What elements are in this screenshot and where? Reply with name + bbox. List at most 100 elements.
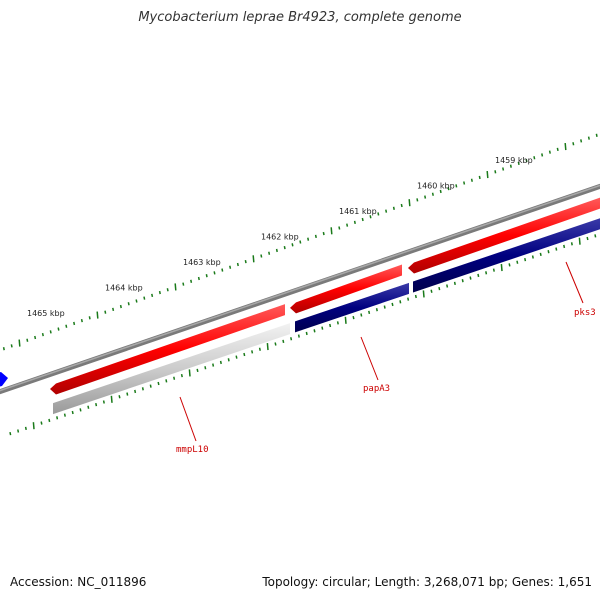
minor-tick (290, 337, 293, 341)
minor-tick (424, 195, 427, 199)
minor-tick (213, 271, 216, 275)
minor-tick (455, 184, 458, 188)
minor-tick (48, 418, 51, 423)
minor-tick (346, 223, 349, 227)
minor-tick (291, 243, 294, 247)
minor-tick (80, 318, 83, 323)
minor-tick (141, 387, 144, 391)
minor-tick (268, 251, 271, 255)
minor-tick (149, 384, 152, 388)
minor-tick (399, 300, 402, 304)
major-tick (344, 316, 347, 324)
gene-label-pks3[interactable]: pks3 (574, 308, 596, 318)
major-tick (96, 311, 99, 319)
minor-tick (587, 136, 590, 140)
gene-label-papA3[interactable]: papA3 (363, 384, 390, 394)
minor-tick (361, 217, 364, 222)
minor-tick (453, 281, 456, 285)
minor-tick (352, 315, 355, 320)
minor-tick (180, 373, 183, 378)
minor-tick (556, 147, 559, 151)
minor-tick (322, 231, 325, 236)
minor-tick (251, 350, 254, 354)
minor-tick (49, 330, 52, 334)
minor-tick (227, 358, 230, 362)
minor-tick (102, 400, 105, 404)
topology-label: Topology: (262, 575, 319, 589)
gene-label-leader (179, 396, 197, 442)
minor-tick (407, 297, 410, 301)
minor-tick (40, 421, 43, 425)
minor-tick (391, 302, 394, 307)
minor-tick (219, 360, 222, 365)
minor-tick (525, 158, 528, 163)
minor-tick (197, 276, 200, 281)
major-tick (422, 290, 425, 298)
cds-feature[interactable] (408, 197, 600, 274)
gene-papA3[interactable] (295, 282, 409, 333)
minor-tick (539, 252, 542, 256)
minor-tick (314, 234, 317, 239)
minor-tick (297, 334, 300, 338)
ruler-tick-label: 1463 kbp (183, 258, 221, 267)
minor-tick (329, 323, 332, 328)
minor-tick (400, 203, 403, 208)
minor-tick (494, 170, 497, 174)
major-tick (408, 199, 411, 207)
minor-tick (244, 260, 247, 264)
minor-tick (9, 431, 12, 436)
minor-tick (594, 234, 597, 238)
minor-tick (508, 263, 511, 267)
gene-mmpL10[interactable] (53, 323, 290, 415)
gene-label-mmpL10[interactable]: mmpL10 (176, 445, 209, 455)
minor-tick (439, 189, 442, 194)
minor-tick (383, 305, 386, 309)
inner-ruler-ticks (9, 234, 597, 436)
minor-tick (369, 215, 372, 219)
topology-value: circular (322, 575, 367, 589)
gene-arrows (50, 197, 600, 415)
major-tick (252, 255, 255, 263)
minor-tick (88, 316, 91, 320)
cds-feature[interactable] (290, 264, 402, 314)
minor-tick (469, 276, 472, 280)
minor-tick (165, 379, 168, 383)
minor-tick (385, 209, 388, 213)
minor-tick (572, 142, 575, 146)
minor-tick (63, 413, 66, 417)
sequence-backbone (0, 183, 600, 395)
minor-tick (524, 257, 527, 262)
minor-tick (430, 289, 433, 293)
minor-tick (10, 344, 13, 348)
major-tick (564, 142, 567, 151)
minor-tick (368, 310, 371, 314)
neighbor-gene[interactable] (0, 372, 8, 388)
minor-tick (157, 381, 160, 386)
minor-tick (477, 273, 480, 278)
outer-ruler-ticks (2, 133, 598, 351)
major-tick (578, 237, 581, 245)
minor-tick (360, 313, 363, 317)
genes-value: 1,651 (557, 575, 592, 589)
minor-tick (478, 175, 481, 180)
minor-tick (416, 198, 419, 202)
gene-pks3[interactable] (413, 218, 600, 293)
minor-tick (547, 250, 550, 254)
minor-tick (134, 389, 137, 394)
length-label: Length: (374, 575, 421, 589)
minor-tick (143, 296, 146, 300)
major-tick (174, 283, 177, 291)
minor-tick (502, 167, 505, 171)
minor-tick (586, 236, 589, 241)
minor-tick (34, 335, 37, 340)
minor-tick (533, 156, 536, 160)
major-tick (500, 263, 503, 272)
cds-feature[interactable] (50, 304, 285, 395)
minor-tick (56, 416, 59, 420)
minor-tick (173, 376, 176, 380)
minor-tick (338, 226, 341, 230)
minor-tick (17, 429, 20, 433)
minor-tick (509, 164, 512, 168)
minor-tick (282, 339, 285, 343)
ruler-tick-label: 1460 kbp (417, 182, 455, 191)
